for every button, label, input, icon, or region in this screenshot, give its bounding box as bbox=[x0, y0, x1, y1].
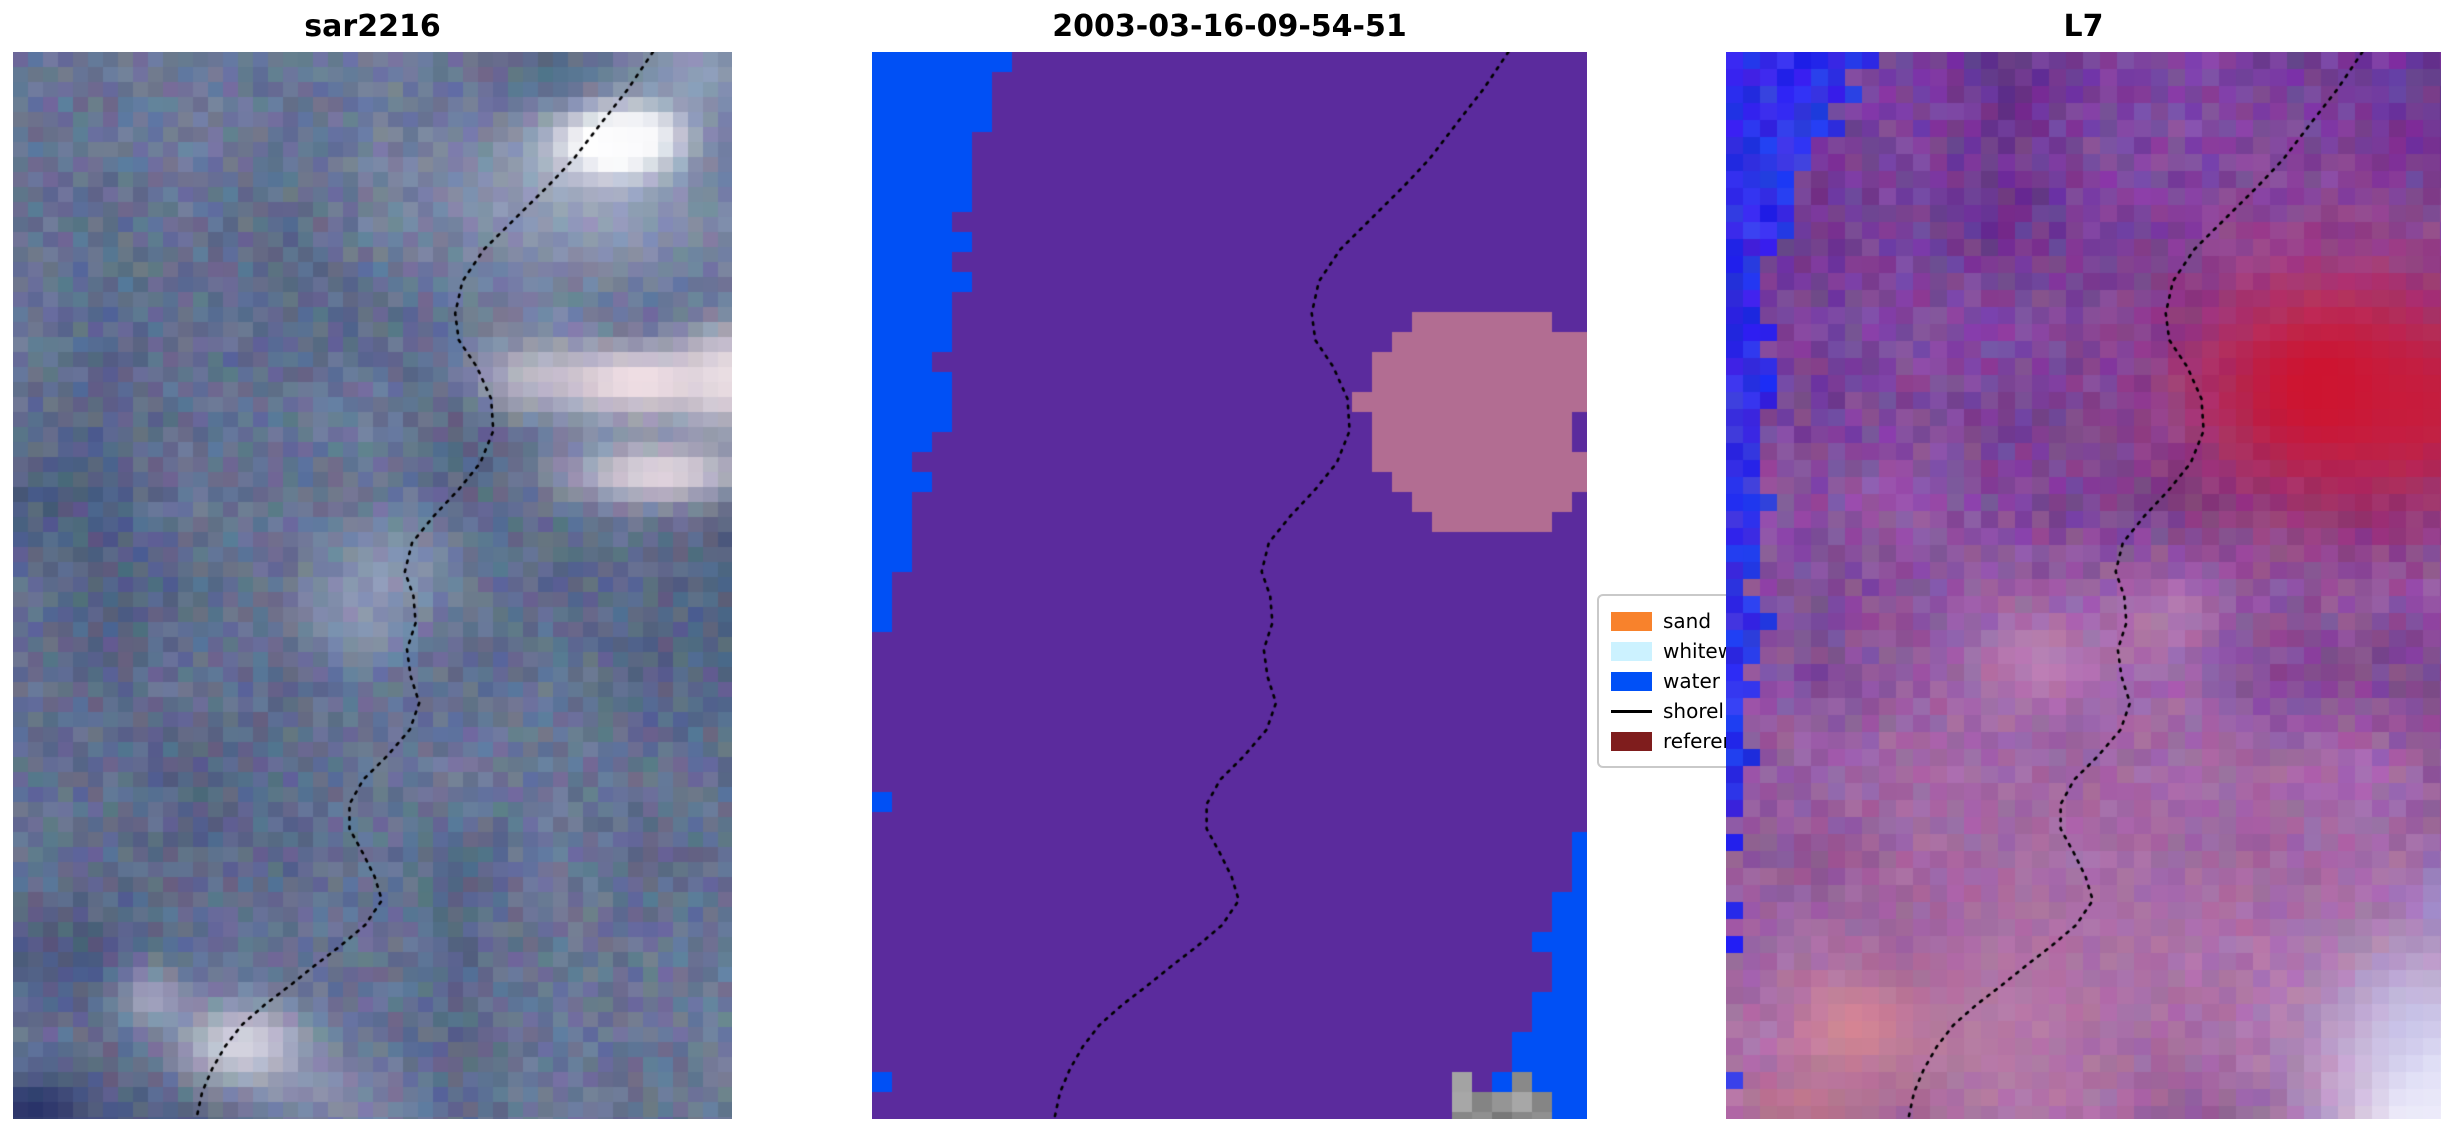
panel-l7 bbox=[1726, 52, 2441, 1119]
reference-swatch bbox=[1611, 731, 1652, 751]
legend-item-sand: sand bbox=[1611, 606, 1808, 636]
sar2216-image bbox=[13, 52, 732, 1119]
panel-classified bbox=[872, 52, 1587, 1119]
legend-item-reference: referen bbox=[1611, 726, 1808, 756]
panel-title-sar2216: sar2216 bbox=[304, 9, 441, 44]
legend-label-water: water bbox=[1663, 669, 1720, 693]
whitewater-swatch bbox=[1611, 641, 1652, 661]
legend-item-water: water bbox=[1611, 666, 1808, 696]
sand-swatch bbox=[1611, 611, 1652, 631]
legend-label-whitewater: whitew bbox=[1663, 639, 1735, 663]
legend-label-shoreline: shorel bbox=[1663, 699, 1724, 723]
water-swatch bbox=[1611, 671, 1652, 691]
panel-title-date: 2003-03-16-09-54-51 bbox=[1052, 9, 1407, 44]
legend-label-reference: referen bbox=[1663, 729, 1736, 753]
legend-label-sand: sand bbox=[1663, 609, 1712, 633]
legend-item-shoreline: shorel bbox=[1611, 696, 1808, 726]
classified-image bbox=[872, 52, 1587, 1119]
panel-title-l7: L7 bbox=[2063, 9, 2104, 44]
legend-item-whitewater: whitew bbox=[1611, 636, 1808, 666]
l7-image bbox=[1726, 52, 2441, 1119]
panel-sar2216 bbox=[13, 52, 732, 1119]
shoreline-line-swatch bbox=[1611, 709, 1652, 713]
